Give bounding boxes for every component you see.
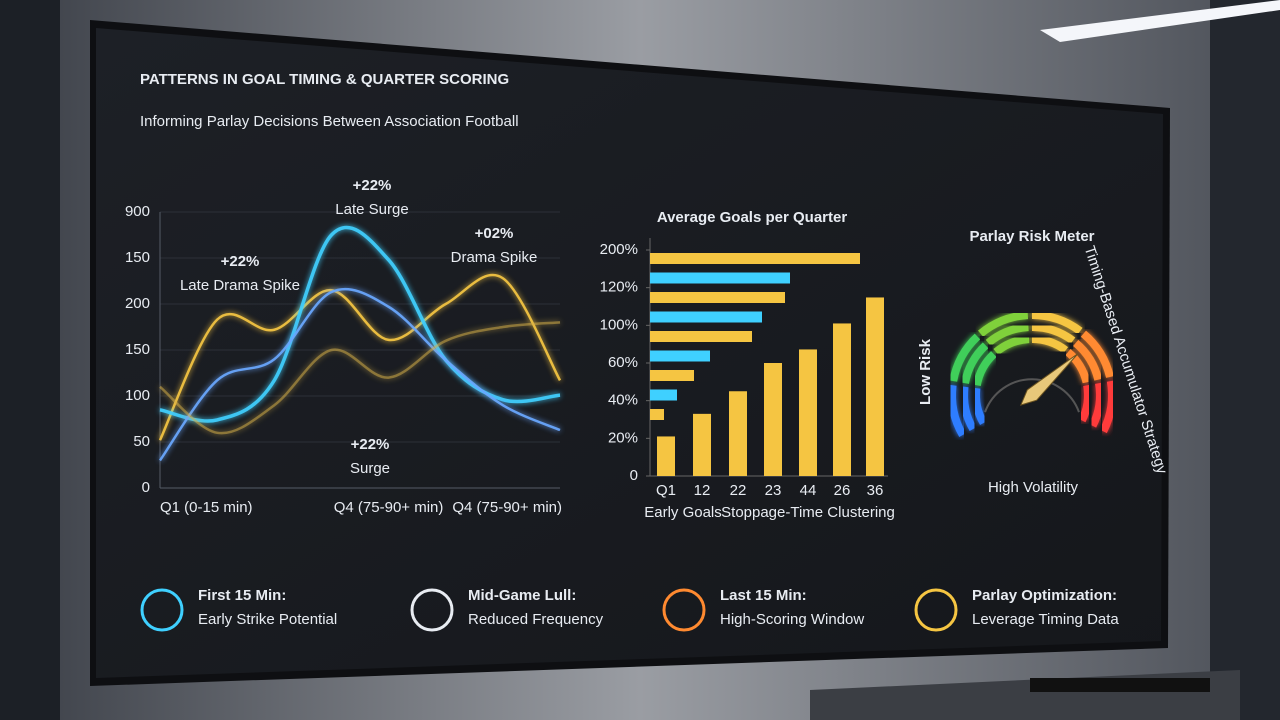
y-tick-label: 900 xyxy=(125,203,150,220)
feature-icon xyxy=(140,588,184,632)
hbar xyxy=(650,409,664,420)
y-tick-label: 200% xyxy=(600,241,638,258)
gauge-segment xyxy=(972,351,997,387)
chart-title: Parlay Risk Meter xyxy=(969,228,1094,245)
gauge-base xyxy=(984,378,1080,413)
annotation-value: +22% xyxy=(353,177,392,194)
bar xyxy=(833,323,851,476)
hbar xyxy=(650,253,860,264)
ceiling-light xyxy=(1040,0,1280,42)
y-tick-label: 40% xyxy=(608,392,638,409)
keyboard xyxy=(1030,678,1210,692)
feature-icon xyxy=(662,588,706,632)
bar xyxy=(729,391,747,476)
x-tick-label: Q1 xyxy=(656,482,676,499)
annotation-value: +22% xyxy=(221,253,260,270)
feature-title: Mid-Game Lull: xyxy=(468,587,576,604)
line-series xyxy=(158,287,561,462)
title: PATTERNS IN GOAL TIMING & QUARTER SCORIN… xyxy=(140,71,509,88)
gauge-needle xyxy=(1019,353,1079,406)
gauge-segment xyxy=(948,384,967,437)
gauge-segment xyxy=(1031,335,1069,354)
x-tick-label: 23 xyxy=(765,482,782,499)
gauge-segment xyxy=(1031,323,1076,344)
hbar xyxy=(650,389,677,401)
x-tick-label: 36 xyxy=(867,482,884,499)
bar xyxy=(866,297,884,476)
gauge-segment xyxy=(1031,311,1083,335)
x-tick-label: 44 xyxy=(800,482,817,499)
x-tick-label: 22 xyxy=(730,482,747,499)
y-tick-label: 120% xyxy=(600,279,638,296)
group-label: Early Goals xyxy=(644,504,722,521)
line-series xyxy=(159,321,561,435)
gauge-segment xyxy=(1078,384,1092,423)
bar xyxy=(764,363,782,476)
y-tick-label: 100% xyxy=(600,316,638,333)
screen xyxy=(96,28,1163,678)
annotation-label: Late Surge xyxy=(335,201,408,218)
hbar xyxy=(650,331,752,342)
bar xyxy=(693,413,711,476)
y-tick-label: 150 xyxy=(125,249,150,266)
gauge-segment xyxy=(949,333,981,382)
gauge-segment xyxy=(1099,380,1116,434)
feature-text: Leverage Timing Data xyxy=(972,611,1119,628)
y-tick-label: 200 xyxy=(125,295,150,312)
hbar xyxy=(650,311,762,323)
y-tick-label: 0 xyxy=(142,479,150,496)
feature-text: High-Scoring Window xyxy=(720,611,864,628)
y-tick-label: 150 xyxy=(125,341,150,358)
gauge-segment xyxy=(985,323,1029,347)
gauge-segment xyxy=(1088,382,1104,428)
y-tick-label: 20% xyxy=(608,429,638,446)
hbar xyxy=(650,370,694,381)
feature-title: Parlay Optimization: xyxy=(972,587,1117,604)
hbar xyxy=(650,350,710,362)
x-tick-label: 26 xyxy=(834,482,851,499)
group-label: Stoppage-Time Clustering xyxy=(721,504,895,521)
gauge-segment xyxy=(960,386,977,431)
x-tick-label: 12 xyxy=(694,482,711,499)
annotation-label: Drama Spike xyxy=(451,249,538,266)
right-window xyxy=(1210,0,1280,720)
gauge-segment xyxy=(961,342,989,385)
annotation-value: +02% xyxy=(475,225,514,242)
left-window xyxy=(0,0,60,720)
feature-title: Last 15 Min: xyxy=(720,587,807,604)
y-tick-label: 0 xyxy=(630,467,638,484)
gauge-low-label: Low Risk xyxy=(917,338,934,405)
y-tick-label: 100 xyxy=(125,387,150,404)
chart-title: Average Goals per Quarter xyxy=(657,209,848,226)
y-tick-label: 50 xyxy=(133,433,150,450)
x-tick-label: Q4 (75-90+ min) xyxy=(334,499,444,516)
bar xyxy=(799,349,817,476)
gauge-high-label: High Volatility xyxy=(988,479,1079,496)
feature-icon xyxy=(410,588,454,632)
x-tick-label: Q1 (0-15 min) xyxy=(160,499,253,516)
gauge-segment xyxy=(993,335,1030,356)
hbar xyxy=(650,292,785,303)
y-tick-label: 60% xyxy=(608,354,638,371)
feature-title: First 15 Min: xyxy=(198,587,286,604)
gauge-segment xyxy=(972,387,988,425)
subtitle: Informing Parlay Decisions Between Assoc… xyxy=(140,113,519,130)
feature-text: Early Strike Potential xyxy=(198,611,337,628)
gauge-segment xyxy=(1073,339,1103,381)
x-tick-label: Q4 (75-90+ min) xyxy=(452,499,562,516)
annotation-value: +22% xyxy=(351,436,390,453)
hbar xyxy=(650,272,790,284)
annotation-label: Late Drama Spike xyxy=(180,277,300,294)
line-series xyxy=(158,273,562,441)
gauge-segment xyxy=(1065,349,1091,384)
annotation-label: Surge xyxy=(350,460,390,477)
gauge-segment xyxy=(978,311,1029,337)
bar xyxy=(657,436,675,476)
feature-icon xyxy=(914,588,958,632)
feature-text: Reduced Frequency xyxy=(468,611,604,628)
gauge-segment xyxy=(1080,330,1114,379)
